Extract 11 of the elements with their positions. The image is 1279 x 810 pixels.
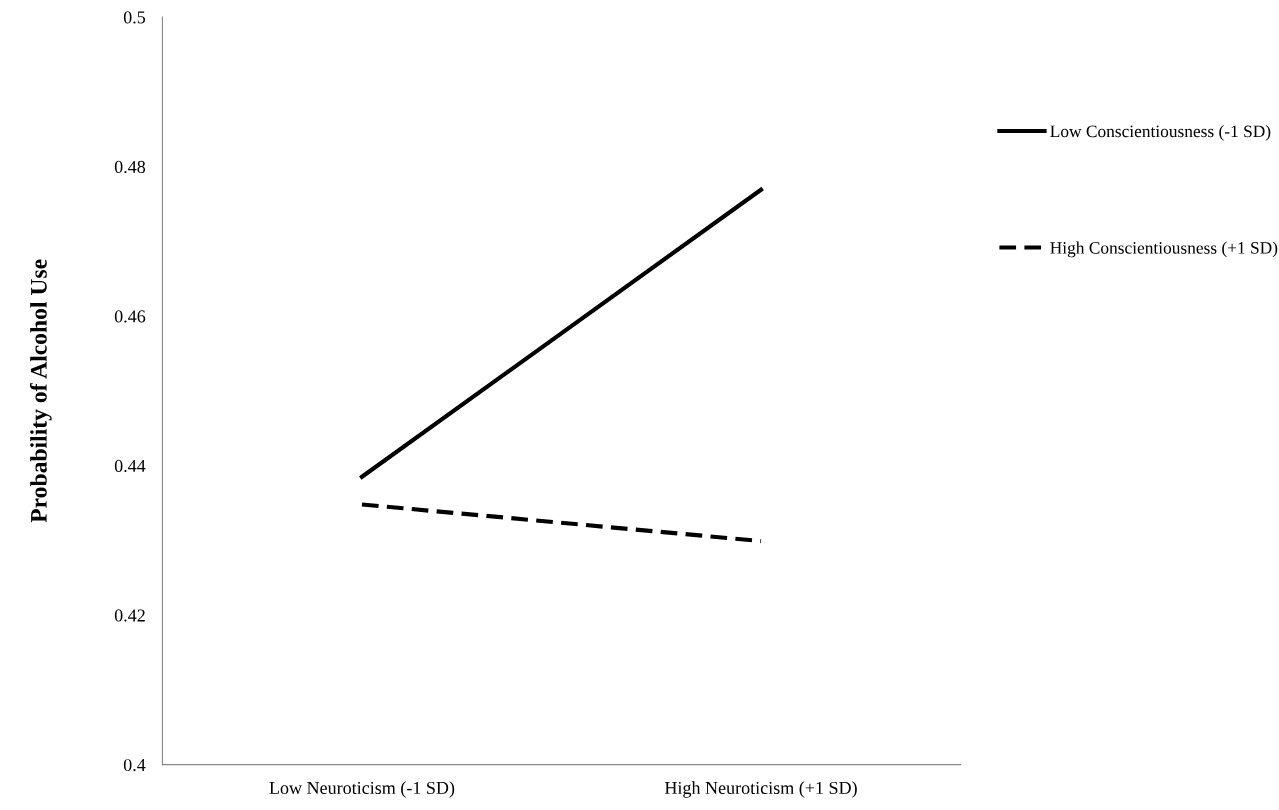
y-axis-title: Probability of Alcohol Use bbox=[29, 259, 52, 523]
x-tick-label: High Neuroticism (+1 SD) bbox=[664, 781, 857, 798]
x-tick-label: Low Neuroticism (-1 SD) bbox=[269, 781, 455, 798]
y-tick-label: 0.44 bbox=[114, 459, 146, 473]
y-tick-label: 0.48 bbox=[114, 160, 146, 174]
legend-label: High Conscientiousness (+1 SD) bbox=[1050, 241, 1278, 258]
legend-label: Low Conscientiousness (-1 SD) bbox=[1050, 124, 1271, 141]
y-tick-label: 0.4 bbox=[123, 758, 146, 772]
y-tick-label: 0.42 bbox=[114, 609, 145, 622]
y-tick-label: 0.46 bbox=[114, 310, 146, 323]
y-tick-label: 0.5 bbox=[123, 11, 146, 24]
